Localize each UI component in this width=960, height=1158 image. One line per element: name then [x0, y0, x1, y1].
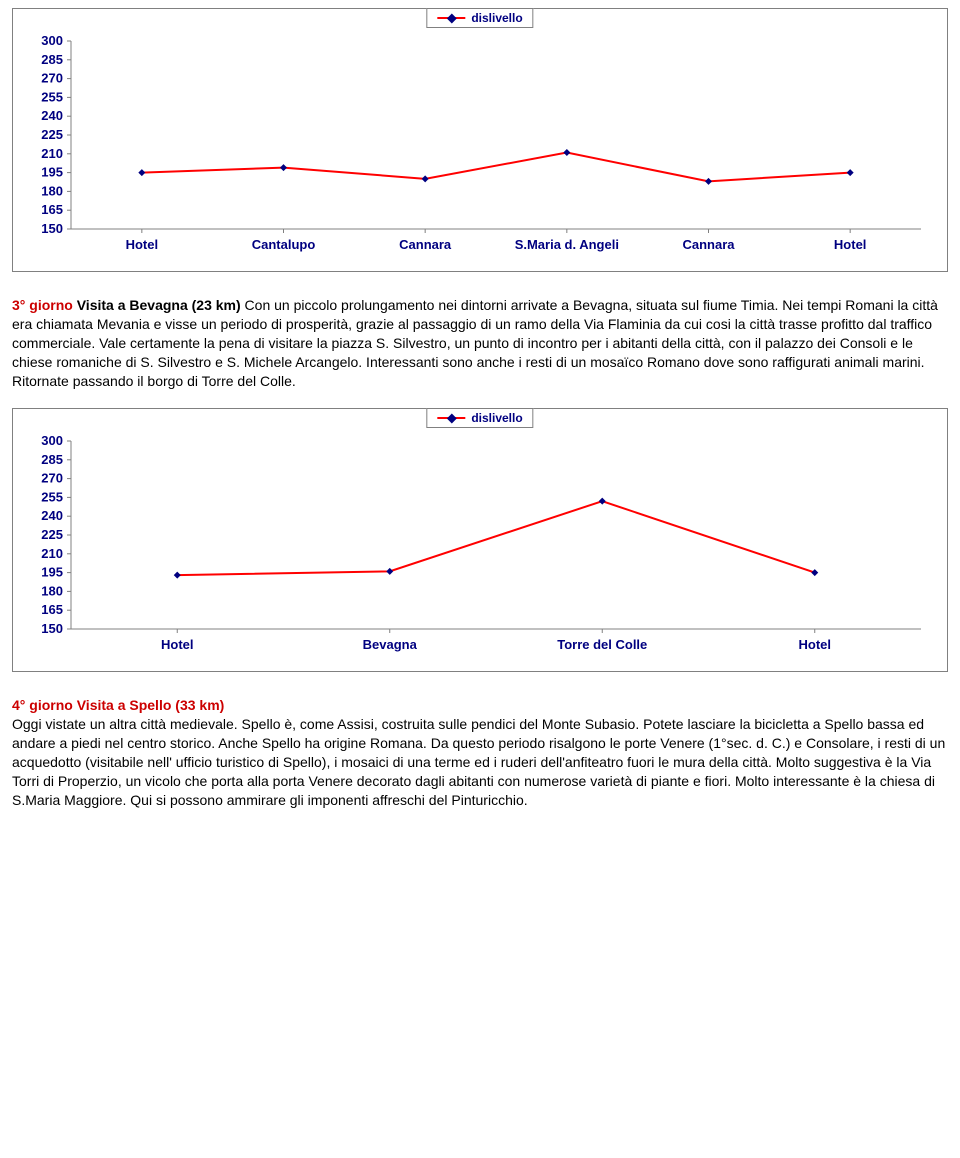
svg-text:285: 285 [41, 452, 63, 467]
svg-text:210: 210 [41, 146, 63, 161]
svg-text:270: 270 [41, 71, 63, 86]
legend-label: dislivello [471, 11, 522, 25]
day3-title-prefix: 3° giorno [12, 297, 77, 313]
svg-text:255: 255 [41, 490, 63, 505]
svg-text:Hotel: Hotel [799, 637, 832, 652]
svg-text:300: 300 [41, 435, 63, 448]
legend-sample [437, 12, 465, 24]
day4-description: 4° giorno Visita a Spello (33 km) Oggi v… [12, 696, 948, 809]
svg-text:225: 225 [41, 127, 63, 142]
chart-plot-area: 300 285 270 255 240 225 210 195 180 165 150 Hotel Ca… [13, 9, 947, 271]
svg-text:300: 300 [41, 35, 63, 48]
svg-text:Cannara: Cannara [399, 237, 452, 252]
elevation-chart-day3: dislivello 300 285 270 255 240 225 210 195 180 16… [12, 8, 948, 272]
svg-text:165: 165 [41, 202, 63, 217]
svg-text:150: 150 [41, 221, 63, 236]
day3-title-main: Visita a Bevagna (23 km) [77, 297, 245, 313]
svg-text:255: 255 [41, 89, 63, 104]
svg-text:Bevagna: Bevagna [363, 637, 418, 652]
chart-plot-area: 300 285 270 255 240 225 210 195 180 165 150 Hotel Be… [13, 409, 947, 671]
svg-text:195: 195 [41, 165, 63, 180]
day4-title-main: Visita a Spello (33 km) [77, 697, 225, 713]
svg-text:Torre del Colle: Torre del Colle [557, 637, 647, 652]
svg-text:270: 270 [41, 471, 63, 486]
svg-text:Hotel: Hotel [834, 237, 867, 252]
legend-sample [437, 412, 465, 424]
svg-text:195: 195 [41, 565, 63, 580]
svg-text:150: 150 [41, 621, 63, 636]
day4-title-prefix: 4° giorno [12, 697, 77, 713]
svg-text:180: 180 [41, 584, 63, 599]
day4-body: Oggi vistate un altra città medievale. S… [12, 716, 945, 808]
chart-legend: dislivello [426, 408, 533, 428]
elevation-chart-day4: dislivello 300 285 270 255 240 225 210 195 180 16… [12, 408, 948, 672]
chart-legend: dislivello [426, 8, 533, 28]
svg-text:240: 240 [41, 108, 63, 123]
svg-text:Cannara: Cannara [682, 237, 735, 252]
legend-label: dislivello [471, 411, 522, 425]
svg-text:Cantalupo: Cantalupo [252, 237, 316, 252]
svg-text:225: 225 [41, 527, 63, 542]
svg-text:285: 285 [41, 52, 63, 67]
svg-text:165: 165 [41, 603, 63, 618]
svg-text:S.Maria d. Angeli: S.Maria d. Angeli [515, 237, 619, 252]
svg-text:240: 240 [41, 509, 63, 524]
svg-text:Hotel: Hotel [161, 637, 194, 652]
svg-text:Hotel: Hotel [126, 237, 159, 252]
day3-description: 3° giorno Visita a Bevagna (23 km) Con u… [12, 296, 948, 390]
svg-text:210: 210 [41, 546, 63, 561]
svg-text:180: 180 [41, 183, 63, 198]
